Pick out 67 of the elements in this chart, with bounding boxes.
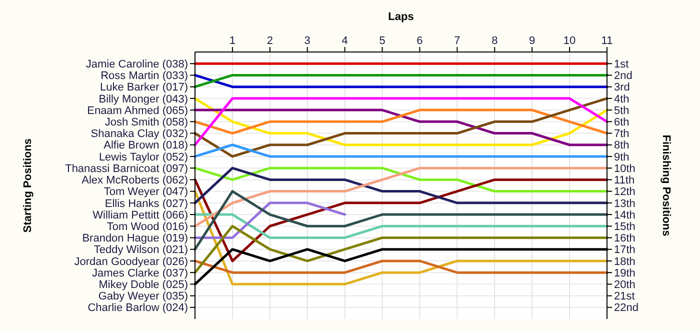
x-tick-label: 11	[601, 35, 613, 47]
y2-tick-label: 9th	[614, 151, 630, 164]
line-series	[194, 190, 608, 251]
text: Enaam Ahmed (065)	[87, 104, 188, 117]
line-series	[194, 178, 608, 262]
y2-tick-label: 18th	[614, 256, 636, 268]
x-tick-label: 9	[529, 35, 536, 47]
text: Luke Barker (017)	[100, 82, 188, 94]
y2-tick-label: 1st	[614, 58, 629, 70]
text: Ellis Hanks (027)	[104, 198, 188, 210]
x-tick-label: 10	[563, 35, 576, 47]
y2-tick-label: 8th	[614, 140, 630, 152]
text: Jordan Goodyear (026)	[74, 256, 188, 268]
x-tick-label: 8	[492, 35, 498, 47]
y2-tick-label: 22nd	[614, 302, 638, 314]
text: Josh Smith (058)	[104, 116, 188, 128]
x-tick-label: 5	[379, 35, 386, 47]
y2-tick-label: 20th	[614, 279, 636, 292]
text: Charlie Barlow (024)	[88, 302, 188, 314]
y2-tick-label: 10th	[614, 162, 636, 175]
text: Starting Positions	[22, 138, 34, 233]
text: Shanaka Clay (032)	[90, 128, 188, 140]
line-series	[194, 166, 608, 228]
y2-tick-label: 5th	[614, 104, 630, 117]
y2-tick-label: 13th	[614, 198, 636, 210]
text: Tom Wood (016)	[106, 220, 188, 233]
line-series	[194, 97, 608, 146]
text: Billy Monger (043)	[98, 93, 188, 106]
text: Mikey Doble (025)	[98, 279, 188, 292]
x-tick-label: 2	[266, 35, 273, 47]
text: Brandon Hague (019)	[82, 232, 188, 245]
y2-tick-label: 6th	[614, 116, 630, 128]
line-series	[194, 190, 608, 286]
text: Ross Martin (033)	[100, 70, 188, 82]
y2-tick-label: 17th	[614, 244, 636, 256]
x-axis-title: Laps	[388, 11, 414, 23]
y2-tick-label: 3rd	[614, 82, 630, 94]
y2-tick-label: 11th	[614, 174, 635, 187]
text: Tom Weyer (047)	[104, 186, 188, 198]
x-tick-label: 7	[454, 35, 460, 47]
line-series	[194, 166, 608, 204]
text: Teddy Wilson (021)	[94, 244, 188, 256]
text: Alex McRoberts (062)	[82, 174, 188, 187]
text: James Clarke (037)	[92, 267, 188, 280]
text: Thanassi Barnicoat (097)	[65, 162, 188, 175]
text: William Pettitt (066)	[92, 209, 188, 222]
x-tick-label: 4	[342, 35, 348, 47]
y2-tick-label: 7th	[614, 128, 630, 140]
y2-tick-label: 2nd	[614, 70, 632, 82]
line-series	[194, 224, 608, 274]
y2-tick-label: 14th	[614, 209, 636, 222]
y2-tick-label: 16th	[614, 232, 636, 245]
y2-axis-title: Finishing Positions	[660, 134, 672, 236]
x-tick-label: 1	[229, 35, 236, 47]
text: Lewis Taylor (052)	[98, 151, 188, 164]
y2-tick-label: 12th	[614, 186, 636, 198]
y2-tick-label: 4th	[614, 93, 630, 106]
y2-tick-label: 19th	[614, 267, 636, 280]
line-series	[194, 108, 608, 146]
text: Jamie Caroline (038)	[86, 58, 188, 70]
line-series	[194, 97, 608, 158]
y2-tick-label: 21st	[614, 290, 635, 303]
text: Gaby Weyer (035)	[98, 290, 188, 303]
text: Alfie Brown (018)	[104, 140, 188, 152]
x-tick-label: 3	[304, 35, 310, 47]
y2-tick-label: 15th	[614, 220, 636, 233]
x-tick-label: 6	[416, 35, 423, 47]
